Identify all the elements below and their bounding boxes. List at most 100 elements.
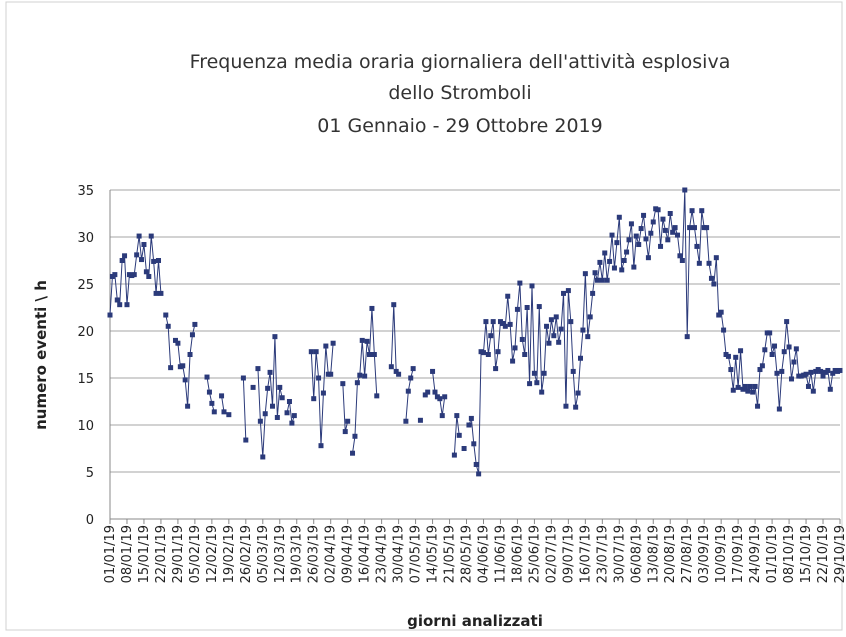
x-tick-label: 30/07/19 (612, 525, 627, 583)
data-point (721, 327, 727, 333)
data-point (752, 383, 758, 389)
data-point (340, 381, 346, 387)
data-point (345, 418, 351, 424)
data-point (677, 253, 683, 259)
data-point (209, 400, 215, 406)
data-point (119, 258, 125, 263)
chart-frame (5, 1, 843, 631)
y-tick-label: 20 (77, 325, 94, 340)
data-point (691, 225, 697, 231)
data-point (490, 319, 496, 325)
data-point (665, 237, 671, 243)
data-point (493, 366, 499, 372)
x-tick-label: 25/06/19 (527, 525, 542, 583)
data-point (599, 277, 605, 283)
data-point (597, 259, 603, 265)
x-tick-label: 11/06/19 (493, 525, 508, 583)
data-point (226, 412, 232, 418)
data-line (221, 395, 225, 412)
data-point (633, 233, 639, 239)
data-point (141, 242, 147, 248)
data-point (517, 280, 523, 286)
data-point (556, 339, 562, 345)
data-point (274, 414, 280, 420)
x-tick-label: 23/07/19 (595, 525, 610, 583)
data-point (146, 273, 152, 279)
x-tick-label: 15/01/19 (137, 525, 152, 583)
data-point (784, 319, 790, 325)
data-point (548, 317, 554, 323)
data-point (553, 314, 559, 320)
data-point (410, 366, 416, 372)
x-tick-label: 23/04/19 (375, 525, 390, 583)
data-point (590, 290, 596, 296)
data-point (837, 367, 843, 373)
data-point (544, 323, 550, 329)
data-point (527, 381, 533, 387)
data-point (638, 226, 644, 232)
data-point (505, 293, 511, 299)
data-point (524, 305, 530, 310)
x-tick-label: 05/02/19 (188, 525, 203, 583)
data-point (240, 375, 246, 381)
data-point (391, 302, 397, 308)
data-point (747, 383, 753, 389)
data-point (626, 237, 632, 243)
data-point (779, 368, 785, 374)
data-point (158, 290, 164, 296)
data-point (471, 441, 477, 447)
data-point (672, 225, 678, 231)
data-point (316, 375, 322, 381)
data-point (694, 243, 700, 249)
x-tick-label: 20/08/19 (663, 525, 678, 583)
data-point (616, 214, 622, 220)
data-point (594, 277, 600, 283)
data-point (561, 290, 567, 296)
data-point (708, 275, 714, 281)
data-point (182, 377, 188, 383)
data-point (735, 384, 741, 390)
data-point (403, 418, 409, 424)
data-point (134, 252, 140, 258)
y-tick-label: 5 (86, 466, 94, 481)
data-point (558, 326, 564, 332)
data-point (124, 302, 130, 308)
data-point (422, 392, 428, 398)
data-point (716, 312, 722, 318)
data-point (706, 260, 712, 266)
data-point (514, 306, 520, 312)
x-tick-label: 21/05/19 (443, 525, 458, 583)
data-point (488, 333, 494, 339)
data-point (568, 319, 574, 325)
data-point (830, 370, 836, 376)
data-point (728, 367, 734, 373)
x-tick-label: 27/08/19 (680, 525, 695, 583)
data-point (461, 446, 467, 451)
data-point (631, 264, 637, 270)
data-point (318, 443, 324, 449)
data-point (172, 337, 178, 343)
chart-title: 01 Gennaio - 29 Ottobre 2019 (317, 115, 602, 137)
data-point (730, 387, 736, 393)
data-point (369, 305, 375, 311)
data-point (204, 374, 210, 380)
x-tick-label: 08/10/19 (782, 525, 797, 583)
data-point (156, 258, 162, 263)
data-point (740, 386, 746, 392)
data-point (565, 288, 571, 294)
data-point (696, 260, 702, 266)
data-point (328, 371, 334, 377)
data-point (776, 406, 782, 412)
data-point (139, 257, 145, 263)
data-point (359, 337, 365, 343)
data-point (742, 383, 748, 389)
data-point (107, 312, 113, 318)
data-point (456, 432, 462, 438)
data-point (330, 340, 336, 346)
y-tick-label: 35 (77, 184, 94, 199)
data-point (430, 368, 436, 374)
data-point (531, 370, 537, 376)
data-point (143, 269, 149, 275)
data-point (342, 429, 348, 435)
data-point (163, 312, 169, 318)
